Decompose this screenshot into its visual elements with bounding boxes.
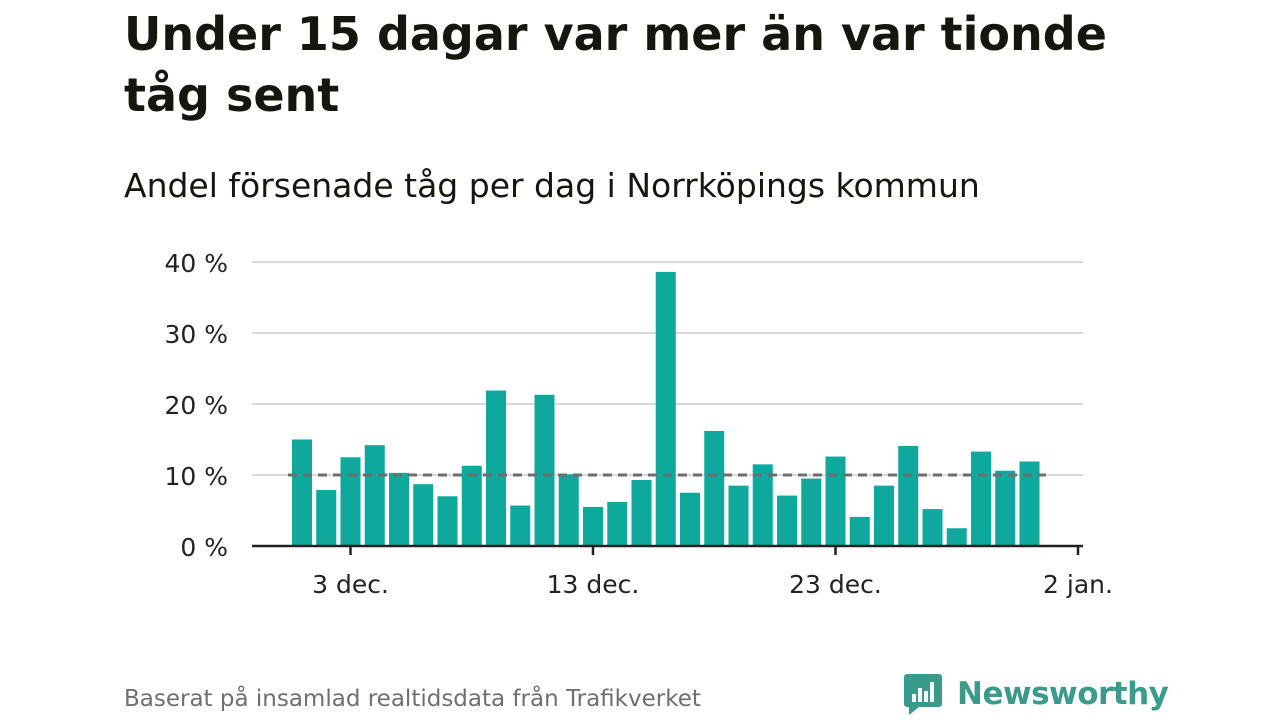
bar[interactable]: [364, 445, 385, 546]
bar[interactable]: [825, 456, 846, 546]
bar[interactable]: [655, 271, 676, 546]
chart-title: Under 15 dagar var mer än var tionde tåg…: [124, 7, 1107, 122]
bar[interactable]: [922, 509, 943, 546]
bar[interactable]: [389, 472, 409, 546]
bar[interactable]: [849, 516, 870, 546]
bar[interactable]: [534, 394, 555, 546]
source-note: Baserat på insamlad realtidsdata från Tr…: [124, 686, 701, 712]
bar[interactable]: [340, 457, 361, 546]
y-tick-label: 10 %: [164, 462, 228, 491]
bar[interactable]: [680, 492, 700, 546]
bar[interactable]: [1019, 461, 1040, 546]
bar[interactable]: [486, 390, 506, 546]
y-axis-tick-labels: 0 % 10 % 20 % 30 % 40 %: [164, 249, 228, 562]
bar[interactable]: [971, 451, 991, 546]
bar[interactable]: [898, 445, 919, 546]
x-tick-label: 23 dec.: [789, 570, 882, 599]
bar[interactable]: [777, 495, 797, 546]
x-tick-label: 13 dec.: [547, 570, 640, 599]
bar[interactable]: [607, 501, 628, 546]
bar[interactable]: [946, 528, 967, 546]
bar[interactable]: [752, 464, 773, 546]
bar[interactable]: [801, 478, 822, 546]
y-tick-label: 40 %: [164, 249, 228, 278]
x-tick-label: 2 jan.: [1043, 570, 1113, 599]
x-tick-label: 3 dec.: [312, 570, 389, 599]
chart-subtitle: Andel försenade tåg per dag i Norrköping…: [124, 166, 980, 205]
bar[interactable]: [583, 506, 603, 546]
bar[interactable]: [995, 470, 1016, 546]
bar[interactable]: [558, 474, 579, 546]
x-axis: 3 dec. 13 dec. 23 dec. 2 jan.: [252, 544, 1113, 599]
bar[interactable]: [413, 484, 434, 546]
bar[interactable]: [510, 505, 531, 546]
bar[interactable]: [437, 496, 458, 546]
y-tick-label: 30 %: [164, 320, 228, 349]
bar[interactable]: [631, 479, 652, 546]
bar[interactable]: [292, 439, 312, 547]
bar[interactable]: [874, 485, 894, 546]
bar[interactable]: [704, 430, 725, 546]
bars: [292, 271, 1040, 547]
brand-name: Newsworthy: [957, 676, 1169, 712]
bar[interactable]: [316, 489, 337, 546]
y-tick-label: 20 %: [164, 391, 228, 420]
y-tick-label: 0 %: [180, 533, 228, 562]
newsworthy-logo-icon: [904, 674, 942, 715]
bar[interactable]: [728, 485, 749, 546]
bar[interactable]: [461, 465, 482, 546]
brand[interactable]: Newsworthy: [903, 672, 1169, 716]
